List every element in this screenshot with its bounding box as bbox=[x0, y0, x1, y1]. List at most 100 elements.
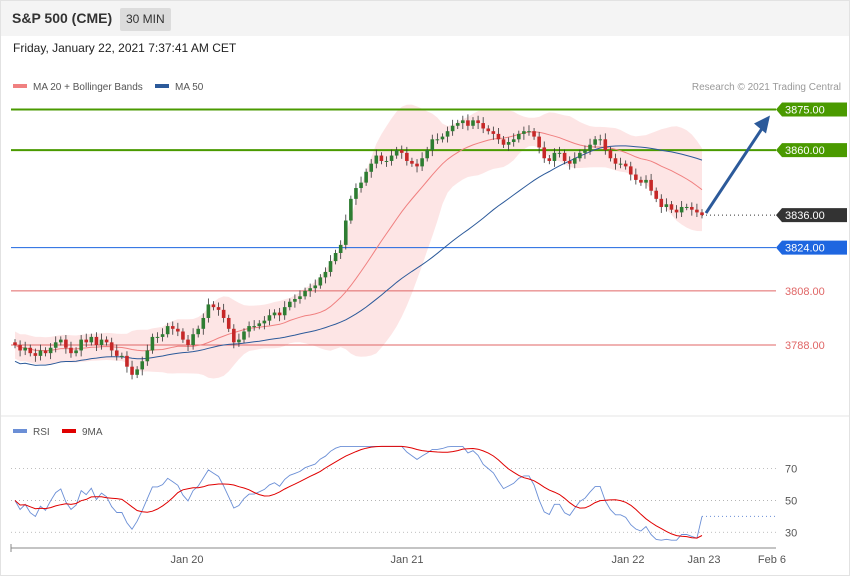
candle-body bbox=[191, 334, 195, 346]
candle bbox=[328, 255, 333, 277]
candle-body bbox=[547, 158, 552, 161]
candle bbox=[120, 352, 124, 360]
candle bbox=[695, 203, 699, 217]
rsi-legend-swatch bbox=[13, 429, 27, 433]
candle-body bbox=[59, 339, 63, 343]
candle bbox=[511, 133, 516, 147]
candle-body bbox=[242, 331, 246, 340]
candle-body bbox=[109, 342, 114, 351]
candle bbox=[654, 187, 658, 203]
candle bbox=[293, 294, 297, 308]
candle bbox=[349, 195, 353, 224]
candle-body bbox=[588, 144, 592, 151]
candle-body bbox=[471, 120, 475, 126]
candle bbox=[399, 145, 404, 159]
candle bbox=[435, 133, 440, 144]
candle bbox=[323, 267, 328, 284]
candle-body bbox=[252, 326, 256, 328]
candle bbox=[684, 203, 689, 211]
level-tag-3824.00 bbox=[776, 240, 847, 255]
candle bbox=[552, 148, 557, 167]
candle-body bbox=[211, 304, 216, 308]
candle-body bbox=[328, 261, 333, 272]
candle bbox=[298, 290, 302, 304]
candle-body bbox=[170, 326, 175, 329]
candle-body bbox=[425, 150, 429, 159]
candle bbox=[420, 152, 424, 171]
rsi-ma-line bbox=[14, 445, 703, 539]
candle bbox=[226, 314, 231, 333]
ma20-line bbox=[14, 131, 703, 352]
candle bbox=[99, 333, 104, 350]
candle bbox=[84, 333, 89, 347]
candle bbox=[79, 335, 83, 357]
candle bbox=[425, 146, 429, 162]
instrument-title: S&P 500 (CME) bbox=[12, 10, 113, 26]
rsi-tick-50: 50 bbox=[785, 495, 797, 507]
candle-body bbox=[53, 342, 58, 348]
candle bbox=[125, 351, 129, 373]
candle bbox=[303, 287, 307, 300]
bollinger-bands bbox=[15, 104, 702, 379]
candle bbox=[176, 322, 180, 337]
candle bbox=[308, 283, 312, 297]
candle-body bbox=[567, 160, 572, 164]
candle bbox=[517, 130, 521, 143]
candle-body bbox=[583, 150, 587, 153]
candle bbox=[252, 320, 256, 331]
candle-body bbox=[613, 158, 618, 164]
candle-body bbox=[649, 179, 653, 191]
candle bbox=[18, 340, 22, 357]
rsi-tick-70: 70 bbox=[785, 464, 797, 476]
candle bbox=[247, 321, 251, 338]
candle bbox=[430, 134, 435, 157]
forecast-arrow-head bbox=[754, 115, 770, 134]
level-label-3788.00: 3788.00 bbox=[785, 340, 825, 352]
candle bbox=[74, 347, 78, 357]
candle-body bbox=[313, 285, 318, 289]
candle-body bbox=[262, 320, 267, 324]
candle-body bbox=[267, 315, 272, 321]
level-label-3808.00: 3808.00 bbox=[785, 286, 825, 298]
candle-body bbox=[13, 342, 17, 346]
candle-body bbox=[466, 120, 470, 126]
candle-body bbox=[165, 326, 170, 335]
candle bbox=[28, 344, 33, 357]
candle-body bbox=[654, 190, 658, 199]
candle-body bbox=[303, 290, 307, 297]
candle-body bbox=[196, 328, 200, 335]
candle bbox=[43, 347, 48, 357]
x-tick-label: Jan 22 bbox=[611, 554, 644, 566]
candle bbox=[89, 333, 94, 346]
candle bbox=[415, 159, 419, 173]
candle-body bbox=[445, 131, 450, 137]
candle bbox=[354, 183, 358, 205]
candle bbox=[445, 126, 450, 143]
candle-body bbox=[552, 152, 557, 161]
candle bbox=[53, 336, 58, 353]
candle bbox=[221, 303, 226, 323]
candle-body bbox=[277, 312, 282, 316]
candle-body bbox=[415, 163, 419, 167]
candle-body bbox=[486, 128, 491, 132]
candle-body bbox=[74, 350, 78, 354]
candle bbox=[206, 298, 211, 323]
interval-button[interactable]: 30 MIN bbox=[120, 8, 171, 31]
candle bbox=[186, 335, 190, 351]
candle-body bbox=[323, 271, 328, 278]
candle-body bbox=[130, 366, 134, 375]
candle bbox=[471, 117, 475, 130]
candle bbox=[282, 301, 287, 320]
level-tag-3836.00 bbox=[776, 208, 847, 223]
credit-text: Research © 2021 Trading Central bbox=[692, 82, 841, 93]
candle-body bbox=[496, 133, 501, 140]
candle bbox=[69, 341, 73, 358]
candle-body bbox=[461, 120, 465, 124]
candle-body bbox=[99, 339, 104, 346]
candle bbox=[257, 320, 262, 330]
rsi-line bbox=[14, 445, 703, 541]
candle bbox=[379, 152, 384, 165]
candle bbox=[38, 344, 43, 361]
candle bbox=[461, 115, 465, 130]
